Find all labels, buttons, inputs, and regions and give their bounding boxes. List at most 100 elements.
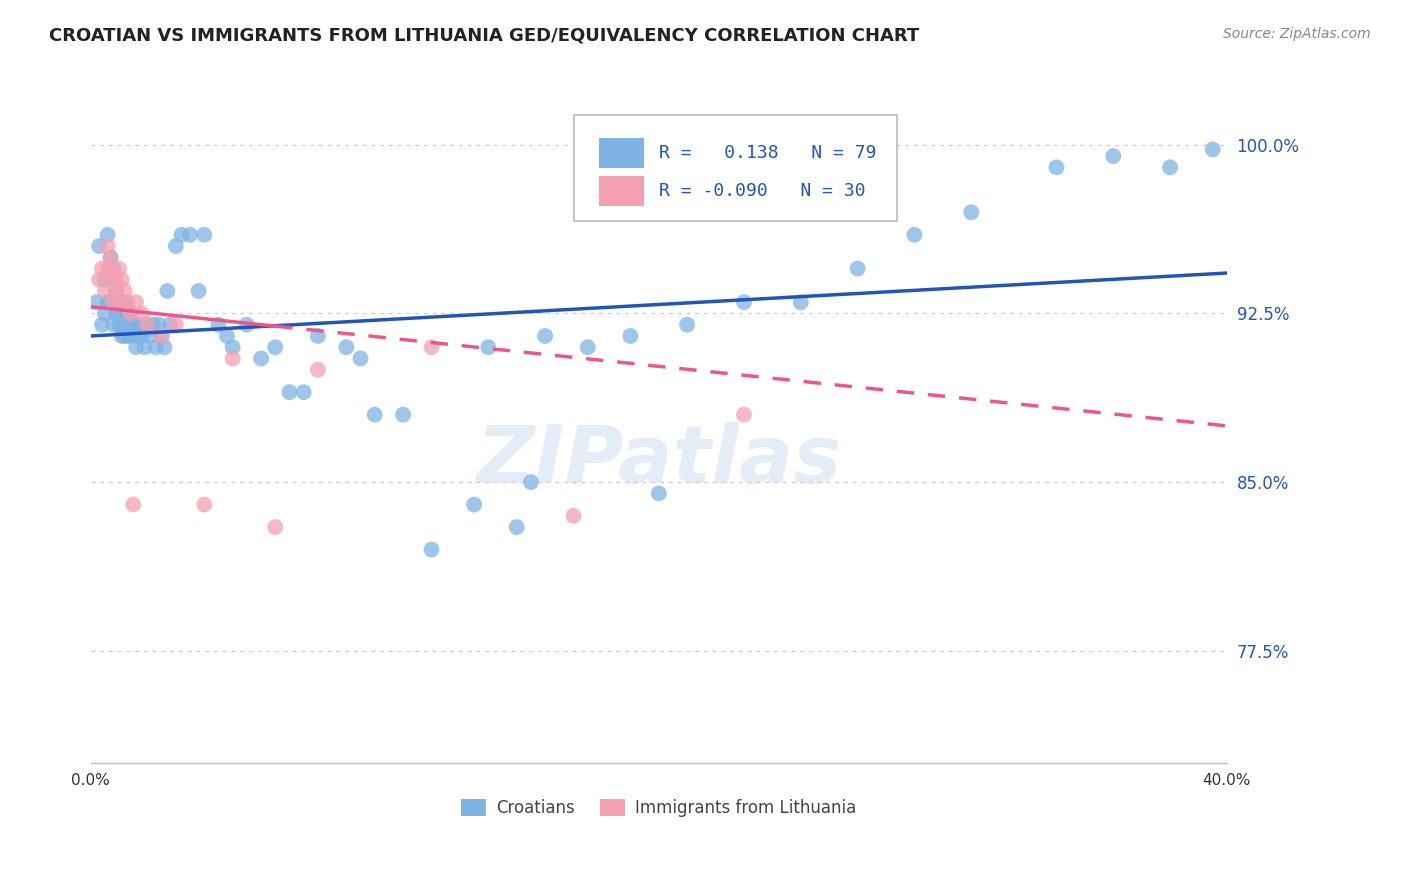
- Point: [125, 295, 148, 310]
- Point: [108, 261, 131, 276]
- Point: [619, 329, 641, 343]
- Point: [97, 227, 120, 242]
- Point: [114, 318, 136, 332]
- Point: [221, 340, 243, 354]
- Point: [187, 284, 209, 298]
- Point: [122, 329, 145, 343]
- Point: [520, 475, 543, 489]
- Point: [105, 273, 128, 287]
- Point: [139, 329, 162, 343]
- Point: [103, 318, 125, 332]
- Point: [790, 295, 813, 310]
- Point: [100, 261, 122, 276]
- Point: [1202, 142, 1225, 156]
- Point: [103, 273, 125, 287]
- Point: [120, 306, 142, 320]
- Point: [120, 318, 142, 332]
- Point: [250, 351, 273, 366]
- Point: [94, 284, 117, 298]
- FancyBboxPatch shape: [599, 177, 644, 206]
- Point: [159, 318, 181, 332]
- Point: [111, 295, 134, 310]
- Point: [349, 351, 371, 366]
- Point: [136, 318, 159, 332]
- Point: [117, 295, 139, 310]
- Point: [960, 205, 983, 219]
- Point: [117, 306, 139, 320]
- Point: [136, 318, 159, 332]
- Point: [128, 329, 150, 343]
- Point: [103, 295, 125, 310]
- Point: [105, 284, 128, 298]
- Point: [193, 227, 215, 242]
- Point: [94, 306, 117, 320]
- Point: [100, 295, 122, 310]
- Point: [179, 227, 201, 242]
- Point: [165, 239, 187, 253]
- Point: [91, 261, 114, 276]
- Point: [307, 362, 329, 376]
- Point: [215, 329, 238, 343]
- Point: [142, 318, 165, 332]
- Point: [122, 318, 145, 332]
- Point: [117, 329, 139, 343]
- Point: [97, 261, 120, 276]
- Point: [111, 273, 134, 287]
- Point: [264, 340, 287, 354]
- Point: [733, 295, 755, 310]
- Point: [148, 318, 170, 332]
- Point: [84, 295, 107, 310]
- Point: [733, 408, 755, 422]
- Point: [307, 329, 329, 343]
- Text: R =   0.138   N = 79: R = 0.138 N = 79: [659, 144, 876, 161]
- Point: [534, 329, 557, 343]
- Point: [193, 498, 215, 512]
- Point: [292, 385, 315, 400]
- Point: [108, 306, 131, 320]
- Point: [1159, 161, 1181, 175]
- Point: [97, 295, 120, 310]
- Point: [506, 520, 529, 534]
- Point: [903, 227, 925, 242]
- FancyBboxPatch shape: [574, 115, 897, 221]
- Point: [89, 239, 111, 253]
- Legend: Croatians, Immigrants from Lithuania: Croatians, Immigrants from Lithuania: [454, 792, 863, 823]
- Point: [477, 340, 499, 354]
- Point: [100, 250, 122, 264]
- Point: [145, 340, 167, 354]
- Point: [91, 318, 114, 332]
- Point: [165, 318, 187, 332]
- Point: [846, 261, 869, 276]
- Point: [131, 329, 153, 343]
- Point: [97, 239, 120, 253]
- Point: [114, 329, 136, 343]
- Point: [122, 498, 145, 512]
- Point: [131, 306, 153, 320]
- Point: [236, 318, 259, 332]
- Point: [150, 329, 173, 343]
- Point: [420, 542, 443, 557]
- Point: [335, 340, 357, 354]
- Point: [134, 340, 156, 354]
- Point: [156, 284, 179, 298]
- Point: [103, 261, 125, 276]
- Point: [125, 318, 148, 332]
- Point: [128, 318, 150, 332]
- Point: [278, 385, 301, 400]
- Point: [576, 340, 599, 354]
- Point: [111, 329, 134, 343]
- Point: [1045, 161, 1067, 175]
- Point: [1102, 149, 1125, 163]
- Point: [264, 520, 287, 534]
- Point: [676, 318, 699, 332]
- Point: [562, 508, 585, 523]
- Point: [207, 318, 229, 332]
- Text: Source: ZipAtlas.com: Source: ZipAtlas.com: [1223, 27, 1371, 41]
- Point: [125, 340, 148, 354]
- Point: [648, 486, 671, 500]
- Point: [150, 329, 173, 343]
- Text: R = -0.090   N = 30: R = -0.090 N = 30: [659, 182, 865, 201]
- Point: [170, 227, 193, 242]
- Text: CROATIAN VS IMMIGRANTS FROM LITHUANIA GED/EQUIVALENCY CORRELATION CHART: CROATIAN VS IMMIGRANTS FROM LITHUANIA GE…: [49, 27, 920, 45]
- Point: [108, 295, 131, 310]
